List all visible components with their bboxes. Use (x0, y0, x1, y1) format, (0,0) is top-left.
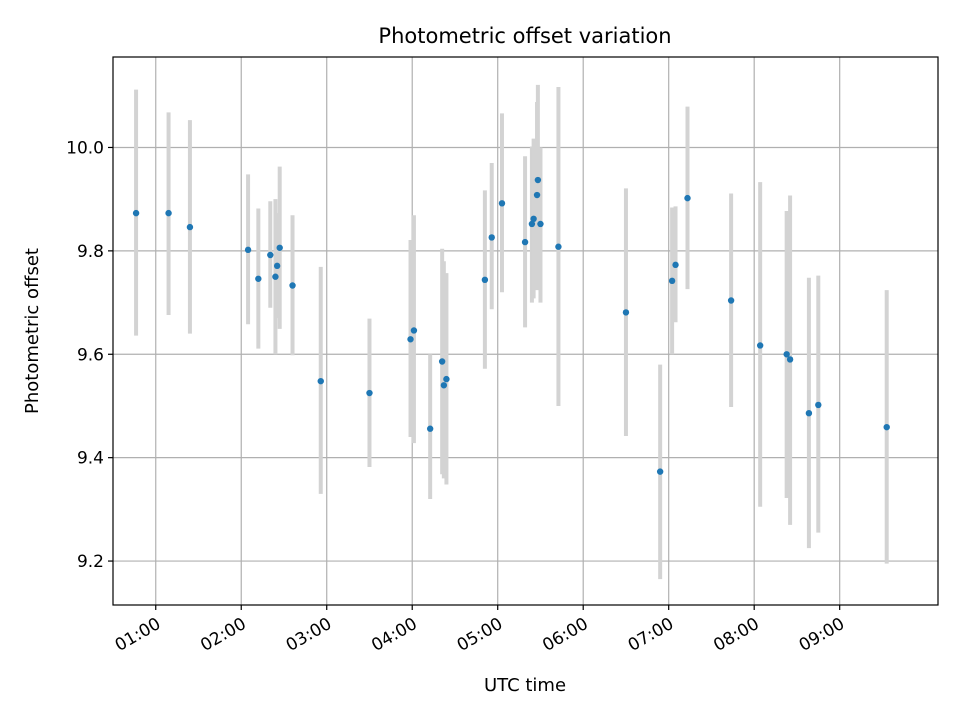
data-point (443, 375, 450, 383)
data-point (317, 377, 324, 385)
data-point (555, 243, 562, 250)
data-point (438, 358, 446, 365)
data-point (533, 191, 541, 199)
data-point (267, 251, 274, 259)
data-point (727, 297, 735, 304)
data-point (273, 262, 281, 270)
data-point (534, 176, 542, 184)
data-point (366, 389, 373, 397)
data-point (756, 342, 764, 349)
data-point (186, 223, 194, 231)
data-point (440, 382, 448, 389)
data-point (668, 277, 676, 285)
data-point (410, 327, 418, 334)
data-points (132, 176, 890, 475)
data-point (815, 401, 822, 409)
y-tick-label: 9.2 (77, 552, 104, 572)
x-axis-label: UTC time (484, 675, 566, 696)
data-point (622, 309, 630, 316)
data-point (488, 234, 495, 241)
data-point (786, 356, 794, 363)
data-point (530, 215, 537, 223)
data-point (521, 238, 529, 246)
data-point (165, 209, 172, 217)
y-tick-label: 10.0 (66, 138, 104, 158)
data-point (805, 410, 813, 417)
data-point (244, 246, 252, 254)
data-point (672, 261, 679, 269)
y-axis-label: Photometric offset (22, 248, 43, 414)
y-tick-label: 9.6 (77, 345, 104, 365)
data-point (498, 200, 506, 207)
data-point (289, 282, 296, 289)
data-point (481, 276, 489, 284)
data-point (426, 425, 434, 432)
data-point (537, 220, 544, 228)
y-axis: 9.2 9.4 9.6 9.8 10.0 (66, 138, 113, 572)
data-point (276, 244, 283, 251)
plot-frame (112, 56, 939, 606)
data-point (883, 423, 890, 431)
data-point (132, 209, 140, 217)
data-point (272, 273, 279, 280)
data-point (684, 194, 691, 202)
data-point (407, 336, 414, 343)
chart-title: Photometric offset variation (378, 24, 671, 48)
data-point (255, 275, 262, 282)
y-tick-label: 9.4 (77, 449, 104, 469)
data-point (783, 351, 790, 358)
y-tick-label: 9.8 (77, 242, 104, 262)
data-point (656, 468, 664, 475)
data-point (528, 220, 536, 228)
